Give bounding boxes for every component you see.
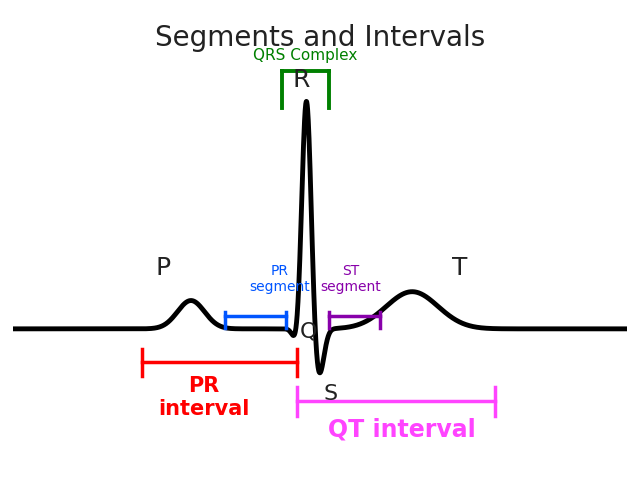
Text: PR
interval: PR interval	[158, 376, 250, 419]
Text: PR
segment: PR segment	[250, 264, 310, 294]
Text: Q: Q	[300, 322, 317, 342]
Text: S: S	[324, 384, 338, 404]
Text: T: T	[452, 256, 468, 280]
Text: QT interval: QT interval	[328, 417, 476, 441]
Text: Segments and Intervals: Segments and Intervals	[155, 24, 485, 52]
Text: ST
segment: ST segment	[321, 264, 381, 294]
Text: R: R	[293, 68, 310, 92]
Text: P: P	[156, 256, 171, 280]
Text: QRS Complex: QRS Complex	[253, 48, 358, 63]
